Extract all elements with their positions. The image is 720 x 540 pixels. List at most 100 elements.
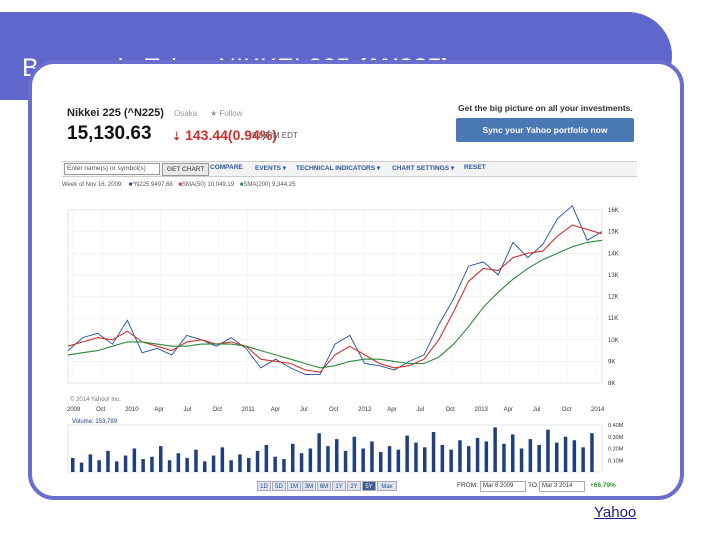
volume-bar: [238, 454, 242, 472]
volume-bar: [414, 442, 418, 472]
x-tick-label: 2009: [67, 407, 81, 413]
volume-bar: [123, 455, 128, 472]
legend-swatch-sma50: ■: [178, 182, 183, 188]
series-line-0: [67, 204, 603, 375]
x-tick-label: 2010: [125, 407, 139, 413]
y-tick-label: 9K: [608, 359, 615, 365]
volume-bar: [519, 448, 524, 472]
volume-bar: [475, 437, 480, 472]
volume-bar: [502, 443, 506, 472]
volume-bar: [132, 448, 137, 472]
from-date-field[interactable]: Mar 6 2009: [480, 481, 526, 492]
legend-swatch-sma200: ■: [239, 182, 244, 188]
volume-label: Volume: 153,789: [72, 419, 118, 425]
y-tick-label: 13K: [608, 273, 619, 279]
volume-bar: [282, 459, 286, 472]
volume-bar: [546, 429, 550, 472]
series-line-2: [67, 239, 603, 369]
price-chart[interactable]: 16K 15K 14K 13K 12K 11K 10K 9K 8K 2009 Oct 2010 Apr J…: [62, 100, 637, 492]
volume-bar: [405, 435, 409, 472]
x-tick-label: Oct: [213, 407, 223, 413]
range-button-3m[interactable]: 3M: [302, 481, 316, 491]
volume-bar: [326, 446, 330, 472]
volume-bar: [229, 460, 233, 472]
legend-series1: ^N225 9497.68: [132, 182, 173, 188]
x-tick-label: Oct: [96, 407, 106, 413]
volume-bar: [308, 448, 313, 472]
volume-tick-label: 0.20M: [608, 447, 624, 453]
compare-button[interactable]: COMPARE: [210, 164, 243, 171]
reset-button[interactable]: RESET: [464, 164, 486, 171]
range-pct-change: +66.79%: [590, 482, 616, 489]
to-label: TO:: [528, 482, 539, 489]
volume-bar: [528, 439, 533, 472]
volume-bar: [423, 447, 427, 472]
chart-legend: Week of Nov 16, 2009: ■^N225 9497.68 ■SM…: [62, 182, 295, 188]
y-tick-label: 8K: [608, 381, 615, 387]
chart-toolbar: Enter name(s) or symbol(s) GET CHART COM…: [62, 161, 637, 177]
volume-bar: [291, 443, 295, 472]
get-chart-button[interactable]: GET CHART: [162, 163, 210, 176]
promo-text: Get the big picture on all your investme…: [458, 103, 633, 113]
volume-bar: [141, 459, 145, 472]
volume-bar: [299, 453, 304, 472]
volume-bar: [317, 433, 321, 472]
range-button-2y[interactable]: 2Y: [347, 481, 361, 491]
quote-name: Nikkei 225 (^N225): [67, 107, 164, 119]
finance-widget: Nikkei 225 (^N225) Osaka ★ Follow 15,130…: [62, 100, 637, 492]
legend-swatch-price: ■: [128, 182, 133, 188]
y-tick-label: 10K: [608, 338, 619, 344]
events-button[interactable]: EVENTS ▾: [255, 165, 287, 172]
change-value: 143.44(0.94%): [185, 127, 277, 143]
volume-bar: [335, 439, 339, 472]
volume-bar: [264, 444, 269, 472]
x-tick-label: 2014: [591, 407, 605, 413]
volume-tick-label: 0.30M: [608, 435, 624, 441]
x-tick-label: Jul: [183, 407, 191, 413]
volume-bar: [449, 449, 453, 472]
volume-bar: [203, 461, 207, 472]
sync-portfolio-button[interactable]: Sync your Yahoo portfolio now: [456, 118, 634, 142]
volume-bar: [467, 446, 471, 472]
range-button-5y[interactable]: 5Y: [362, 481, 376, 491]
volume-bar: [211, 455, 216, 472]
range-button-6m[interactable]: 6M: [317, 481, 331, 491]
volume-bar: [273, 456, 277, 472]
volume-bar: [115, 461, 119, 472]
range-button-5d[interactable]: 5D: [272, 481, 286, 491]
volume-bar: [247, 457, 251, 472]
to-date-field[interactable]: Mar 3 2014: [539, 481, 585, 492]
volume-bar: [537, 444, 541, 472]
volume-bar: [352, 436, 357, 472]
range-button-1y[interactable]: 1Y: [332, 481, 346, 491]
range-button-max[interactable]: Max: [377, 481, 397, 491]
technical-indicators-button[interactable]: TECHNICAL INDICATORS ▾: [296, 165, 381, 172]
volume-bar: [106, 450, 110, 472]
series-line-1: [67, 224, 603, 373]
volume-bar: [97, 460, 101, 472]
yahoo-source-link[interactable]: Yahoo: [594, 504, 637, 521]
follow-button[interactable]: ★ Follow: [210, 109, 243, 118]
volume-bar: [493, 427, 497, 472]
y-tick-label: 16K: [608, 208, 619, 214]
volume-bar: [458, 440, 462, 472]
y-tick-label: 11K: [608, 316, 618, 322]
volume-bar: [572, 440, 577, 472]
range-button-1d[interactable]: 1D: [257, 481, 271, 491]
volume-bar: [71, 457, 75, 472]
chart-settings-button[interactable]: CHART SETTINGS ▾: [392, 165, 455, 172]
volume-bar: [194, 449, 198, 472]
x-tick-label: Oct: [329, 407, 339, 413]
range-button-1m[interactable]: 1M: [287, 481, 301, 491]
volume-bar: [511, 434, 515, 472]
x-tick-label: Apr: [387, 407, 396, 413]
volume-bar: [484, 441, 489, 472]
symbol-input[interactable]: Enter name(s) or symbol(s): [64, 163, 160, 175]
quote-price: 15,130.63: [67, 123, 152, 144]
x-tick-label: 2013: [475, 407, 489, 413]
volume-bar: [431, 432, 436, 472]
copyright-label: © 2014 Yahoo! Inc.: [70, 396, 121, 403]
from-label: FROM:: [457, 482, 478, 489]
volume-bar: [370, 441, 374, 472]
volume-bar: [440, 444, 445, 472]
